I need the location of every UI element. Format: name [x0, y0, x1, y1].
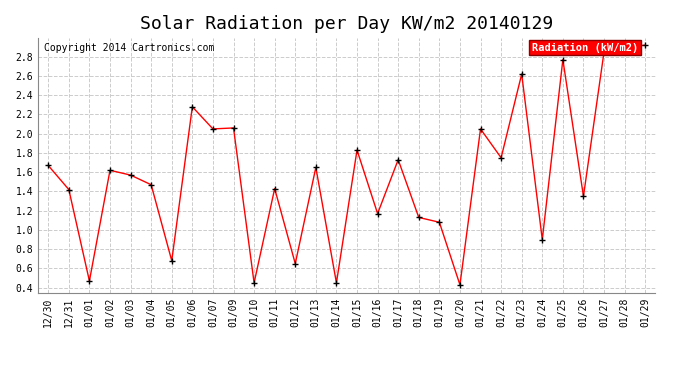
Title: Solar Radiation per Day KW/m2 20140129: Solar Radiation per Day KW/m2 20140129 — [140, 15, 553, 33]
Text: Radiation (kW/m2): Radiation (kW/m2) — [532, 43, 638, 52]
Text: Copyright 2014 Cartronics.com: Copyright 2014 Cartronics.com — [44, 43, 215, 52]
